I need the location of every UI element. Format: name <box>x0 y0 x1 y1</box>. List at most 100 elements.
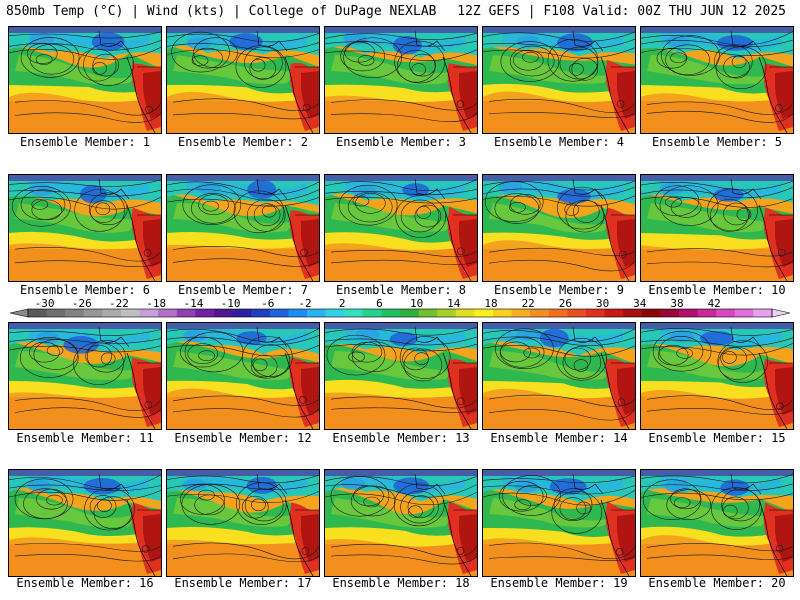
ensemble-member-label: Ensemble Member: 17 <box>174 576 312 590</box>
colorbar-tick-label: -26 <box>72 297 92 310</box>
colorbar-segment <box>102 309 122 317</box>
colorbar-segment <box>548 309 568 317</box>
colorbar-tick-label: -14 <box>183 297 203 310</box>
ensemble-member-label: Ensemble Member: 4 <box>493 135 625 149</box>
ensemble-member-map <box>324 174 478 282</box>
ensemble-member-map <box>482 26 636 134</box>
colorbar-tick-label: 34 <box>633 297 647 310</box>
ensemble-member-label: Ensemble Member: 2 <box>177 135 309 149</box>
ensemble-member-map <box>8 469 162 577</box>
colorbar-tick-label: 22 <box>522 297 535 310</box>
colorbar-segment <box>269 309 289 317</box>
colorbar-segment <box>288 309 308 317</box>
ensemble-member-map <box>640 322 794 430</box>
colorbar-segment <box>604 309 624 317</box>
colorbar-tick-label: -30 <box>35 297 55 310</box>
colorbar-segment <box>679 309 698 317</box>
colorbar-right-arrow <box>771 308 791 318</box>
colorbar-segment <box>195 309 215 317</box>
colorbar-outline <box>27 308 773 318</box>
ensemble-member-map <box>482 469 636 577</box>
colorbar-segment <box>158 309 178 317</box>
ensemble-member-label: Ensemble Member: 13 <box>332 431 470 445</box>
colorbar-tick-label: -2 <box>298 297 311 310</box>
colorbar-segment <box>381 309 401 317</box>
colorbar-segment <box>418 309 438 317</box>
colorbar-tick-label: 38 <box>670 297 683 310</box>
colorbar-segment <box>139 309 159 317</box>
ensemble-member-label: Ensemble Member: 7 <box>177 283 309 297</box>
colorbar-tick-label: -18 <box>146 297 166 310</box>
ensemble-member-map <box>166 322 320 430</box>
colorbar-segment <box>28 309 47 317</box>
colorbar-segment <box>437 309 457 317</box>
colorbar-segment <box>400 309 419 317</box>
header-title-right: 12Z GEFS | F108 Valid: 00Z THU JUN 12 20… <box>457 4 786 19</box>
colorbar-segment <box>344 309 364 317</box>
colorbar-segment <box>474 309 494 317</box>
colorbar-segment <box>753 309 773 317</box>
colorbar-segment <box>232 309 252 317</box>
ensemble-member-map <box>482 322 636 430</box>
colorbar-segment <box>530 309 550 317</box>
colorbar-segment <box>46 309 66 317</box>
ensemble-member-map <box>8 174 162 282</box>
temperature-colorbar: -30 -26 -22 -18 -14 -10 -6 -2 2 6 10 14 18 22 26 30 34 38… <box>9 297 791 318</box>
ensemble-member-map <box>640 26 794 134</box>
ensemble-member-label: Ensemble Member: 11 <box>16 431 154 445</box>
ensemble-member-map <box>324 322 478 430</box>
colorbar-tick-label: 30 <box>596 297 609 310</box>
colorbar-tick-label: -22 <box>109 297 129 310</box>
ensemble-member-label: Ensemble Member: 1 <box>19 135 151 149</box>
ensemble-member-label: Ensemble Member: 12 <box>174 431 312 445</box>
ensemble-member-map <box>166 469 320 577</box>
colorbar-segment <box>660 309 680 317</box>
colorbar-segment <box>641 309 661 317</box>
ensemble-member-map <box>324 26 478 134</box>
ensemble-member-label: Ensemble Member: 8 <box>335 283 467 297</box>
colorbar-tick-label: -6 <box>261 297 274 310</box>
ensemble-member-map <box>324 469 478 577</box>
colorbar-tick-label: 18 <box>484 297 497 310</box>
ensemble-member-label: Ensemble Member: 3 <box>335 135 467 149</box>
colorbar-segment <box>697 309 717 317</box>
ensemble-member-label: Ensemble Member: 20 <box>648 576 786 590</box>
colorbar-segment <box>121 309 140 317</box>
colorbar-segment <box>623 309 643 317</box>
ensemble-member-map <box>166 174 320 282</box>
colorbar-segment <box>214 309 233 317</box>
ensemble-member-label: Ensemble Member: 5 <box>651 135 783 149</box>
colorbar-tick-label: 10 <box>410 297 423 310</box>
ensemble-member-label: Ensemble Member: 18 <box>332 576 470 590</box>
ensemble-member-map <box>166 26 320 134</box>
colorbar-segment <box>716 309 736 317</box>
ensemble-member-label: Ensemble Member: 15 <box>648 431 786 445</box>
ensemble-member-map <box>8 26 162 134</box>
colorbar-tick-label: 6 <box>376 297 383 310</box>
ensemble-member-label: Ensemble Member: 10 <box>648 283 786 297</box>
colorbar-segment <box>83 309 103 317</box>
ensemble-member-map <box>640 174 794 282</box>
colorbar-segment <box>493 309 512 317</box>
ensemble-member-label: Ensemble Member: 16 <box>16 576 154 590</box>
colorbar-segment <box>586 309 605 317</box>
header-title-left: 850mb Temp (°C) | Wind (kts) | College o… <box>6 4 437 19</box>
colorbar-segment <box>251 309 271 317</box>
ensemble-member-label: Ensemble Member: 19 <box>490 576 628 590</box>
ensemble-member-label: Ensemble Member: 6 <box>19 283 151 297</box>
colorbar-segment <box>455 309 475 317</box>
colorbar-tick-label: 2 <box>339 297 346 310</box>
ensemble-member-map <box>640 469 794 577</box>
colorbar-segment <box>176 309 196 317</box>
colorbar-tick-label: -10 <box>221 297 241 310</box>
colorbar-left-arrow <box>9 308 29 318</box>
colorbar-tick-label: 14 <box>447 297 461 310</box>
ensemble-member-map <box>8 322 162 430</box>
colorbar-segment <box>567 309 587 317</box>
ensemble-member-label: Ensemble Member: 14 <box>490 431 628 445</box>
colorbar-tick-label: 26 <box>559 297 572 310</box>
colorbar-segment <box>362 309 382 317</box>
colorbar-segment <box>734 309 754 317</box>
ensemble-member-map <box>482 174 636 282</box>
ensemble-member-label: Ensemble Member: 9 <box>493 283 625 297</box>
